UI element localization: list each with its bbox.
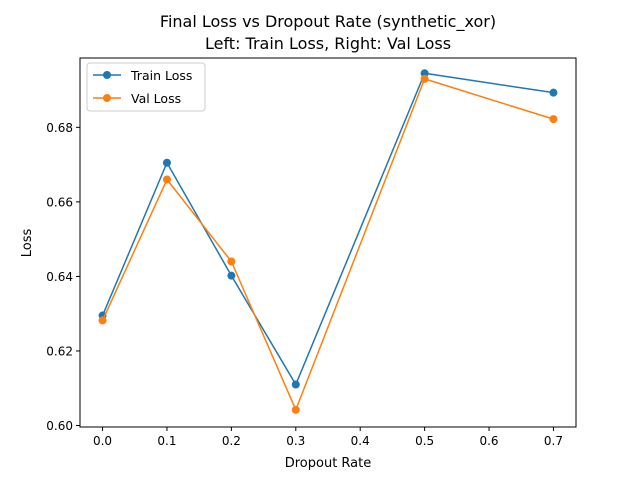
x-tick-label: 0.6 — [479, 434, 498, 448]
x-axis: 0.0 0.1 0.2 0.3 0.4 0.5 0.6 0.7 — [93, 427, 563, 448]
series-val — [98, 74, 558, 414]
series-val-point — [420, 74, 429, 83]
plot-area-frame — [79, 57, 577, 428]
series-val-point — [98, 316, 107, 325]
x-tick-label: 0.0 — [93, 434, 112, 448]
legend-train-marker — [103, 71, 111, 79]
series-train-point — [291, 380, 300, 389]
y-tick-label: 0.60 — [46, 419, 73, 433]
series-val-point — [291, 405, 300, 414]
series-val-point — [549, 115, 558, 124]
y-tick-label: 0.66 — [46, 195, 73, 209]
y-tick-label: 0.64 — [46, 270, 73, 284]
legend-val-label: Val Loss — [131, 91, 181, 106]
series-train-point — [227, 271, 236, 280]
x-tick-label: 0.4 — [351, 434, 370, 448]
series-val-line — [101, 78, 554, 411]
y-tick-label: 0.68 — [46, 121, 73, 135]
legend-train-label: Train Loss — [130, 68, 192, 83]
x-tick-label: 0.3 — [286, 434, 305, 448]
chart-title: Final Loss vs Dropout Rate (synthetic_xo… — [160, 12, 496, 32]
x-tick-label: 0.7 — [544, 434, 563, 448]
legend-val-marker — [103, 94, 111, 102]
series-layer — [98, 69, 558, 414]
legend: Train Loss Val Loss — [86, 62, 206, 112]
series-val-point — [227, 257, 236, 266]
y-axis-label: Loss — [20, 229, 35, 258]
x-tick-label: 0.1 — [157, 434, 176, 448]
chart-subtitle: Left: Train Loss, Right: Val Loss — [205, 34, 451, 53]
x-axis-label: Dropout Rate — [285, 456, 372, 471]
series-train-point — [549, 88, 558, 97]
series-train-point — [162, 158, 171, 167]
x-tick-label: 0.2 — [222, 434, 241, 448]
y-axis: 0.60 0.62 0.64 0.66 0.68 — [46, 121, 80, 433]
series-val-point — [162, 175, 171, 184]
x-tick-label: 0.5 — [415, 434, 434, 448]
y-tick-label: 0.62 — [46, 344, 73, 358]
series-train-line — [101, 72, 554, 386]
series-train-point — [420, 69, 429, 78]
